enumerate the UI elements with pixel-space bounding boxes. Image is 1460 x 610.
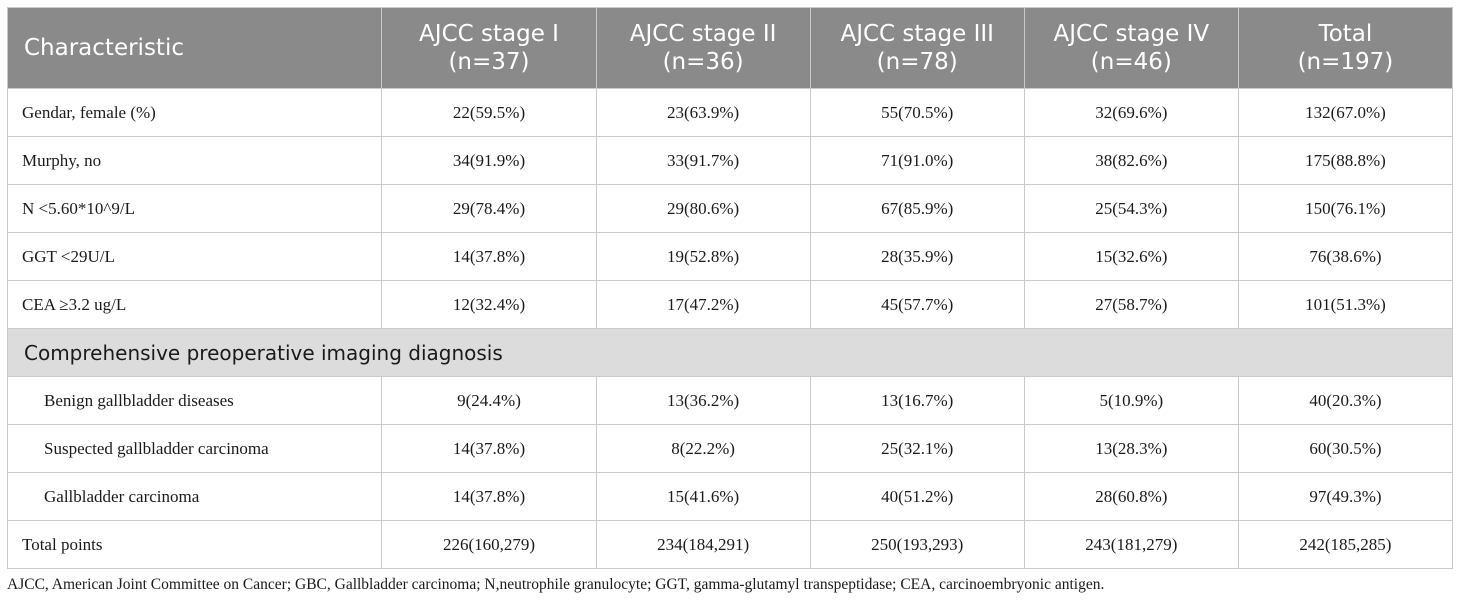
table-cell: 12(32.4%) — [381, 280, 597, 329]
table-cell: 150(76.1%) — [1237, 184, 1454, 233]
table-cell: 55(70.5%) — [809, 88, 1025, 137]
header-row: Characteristic AJCC stage I (n=37) AJCC s… — [6, 7, 1454, 89]
table-cell: 226(160,279) — [381, 520, 597, 569]
row-label: Total points — [6, 520, 383, 569]
row-label: Murphy, no — [6, 136, 383, 185]
table-footnote: AJCC, American Joint Committee on Cancer… — [7, 576, 1105, 593]
table-row: Suspected gallbladder carcinoma 14(37.8%… — [6, 424, 1454, 473]
table-cell: 29(80.6%) — [595, 184, 811, 233]
characteristics-table: Characteristic AJCC stage I (n=37) AJCC s… — [6, 7, 1454, 569]
table-cell: 23(63.9%) — [595, 88, 811, 137]
table-cell: 234(184,291) — [595, 520, 811, 569]
table-cell: 34(91.9%) — [381, 136, 597, 185]
table-cell: 40(51.2%) — [809, 472, 1025, 521]
table-cell: 243(181,279) — [1023, 520, 1239, 569]
table-cell: 28(35.9%) — [809, 232, 1025, 281]
table-cell: 9(24.4%) — [381, 376, 597, 425]
row-label: Suspected gallbladder carcinoma — [6, 424, 383, 473]
table-row: Murphy, no 34(91.9%) 33(91.7%) 71(91.0%)… — [6, 136, 1454, 185]
table-cell: 33(91.7%) — [595, 136, 811, 185]
table-container: Characteristic AJCC stage I (n=37) AJCC s… — [6, 7, 1454, 594]
table-row: Benign gallbladder diseases 9(24.4%) 13(… — [6, 376, 1454, 425]
table-row: Gendar, female (%) 22(59.5%) 23(63.9%) 5… — [6, 88, 1454, 137]
header-total: Total (n=197) — [1237, 7, 1454, 89]
table-cell: 175(88.8%) — [1237, 136, 1454, 185]
table-row: N <5.60*10^9/L 29(78.4%) 29(80.6%) 67(85… — [6, 184, 1454, 233]
table-cell: 5(10.9%) — [1023, 376, 1239, 425]
header-stage-1: AJCC stage I (n=37) — [381, 7, 597, 89]
table-cell: 17(47.2%) — [595, 280, 811, 329]
table-cell: 67(85.9%) — [809, 184, 1025, 233]
row-label: Gallbladder carcinoma — [6, 472, 383, 521]
row-label: CEA ≥3.2 ug/L — [6, 280, 383, 329]
table-cell: 13(16.7%) — [809, 376, 1025, 425]
table-cell: 14(37.8%) — [381, 232, 597, 281]
table-row: Total points 226(160,279) 234(184,291) 2… — [6, 520, 1454, 569]
table-cell: 8(22.2%) — [595, 424, 811, 473]
header-stage-2: AJCC stage II (n=36) — [595, 7, 811, 89]
table-cell: 25(32.1%) — [809, 424, 1025, 473]
table-cell: 32(69.6%) — [1023, 88, 1239, 137]
table-cell: 15(41.6%) — [595, 472, 811, 521]
table-cell: 29(78.4%) — [381, 184, 597, 233]
header-stage-3: AJCC stage III (n=78) — [809, 7, 1025, 89]
header-characteristic: Characteristic — [6, 7, 383, 89]
row-label: Benign gallbladder diseases — [6, 376, 383, 425]
table-row: CEA ≥3.2 ug/L 12(32.4%) 17(47.2%) 45(57.… — [6, 280, 1454, 329]
table-cell: 250(193,293) — [809, 520, 1025, 569]
row-label: N <5.60*10^9/L — [6, 184, 383, 233]
table-cell: 14(37.8%) — [381, 472, 597, 521]
table-cell: 132(67.0%) — [1237, 88, 1454, 137]
table-cell: 28(60.8%) — [1023, 472, 1239, 521]
table-cell: 40(20.3%) — [1237, 376, 1454, 425]
table-row: Gallbladder carcinoma 14(37.8%) 15(41.6%… — [6, 472, 1454, 521]
table-cell: 14(37.8%) — [381, 424, 597, 473]
table-cell: 15(32.6%) — [1023, 232, 1239, 281]
table-cell: 71(91.0%) — [809, 136, 1025, 185]
table-cell: 13(36.2%) — [595, 376, 811, 425]
row-label: GGT <29U/L — [6, 232, 383, 281]
table-cell: 45(57.7%) — [809, 280, 1025, 329]
table-cell: 27(58.7%) — [1023, 280, 1239, 329]
row-label: Gendar, female (%) — [6, 88, 383, 137]
table-row: GGT <29U/L 14(37.8%) 19(52.8%) 28(35.9%)… — [6, 232, 1454, 281]
table-cell: 19(52.8%) — [595, 232, 811, 281]
table-cell: 242(185,285) — [1237, 520, 1454, 569]
table-cell: 60(30.5%) — [1237, 424, 1454, 473]
table-cell: 25(54.3%) — [1023, 184, 1239, 233]
table-cell: 76(38.6%) — [1237, 232, 1454, 281]
table-cell: 22(59.5%) — [381, 88, 597, 137]
table-cell: 97(49.3%) — [1237, 472, 1454, 521]
table-cell: 38(82.6%) — [1023, 136, 1239, 185]
section-title: Comprehensive preoperative imaging diagn… — [7, 328, 1453, 377]
table-cell: 13(28.3%) — [1023, 424, 1239, 473]
header-stage-4: AJCC stage IV (n=46) — [1023, 7, 1239, 89]
table-cell: 101(51.3%) — [1237, 280, 1454, 329]
section-row: Comprehensive preoperative imaging diagn… — [7, 328, 1453, 377]
